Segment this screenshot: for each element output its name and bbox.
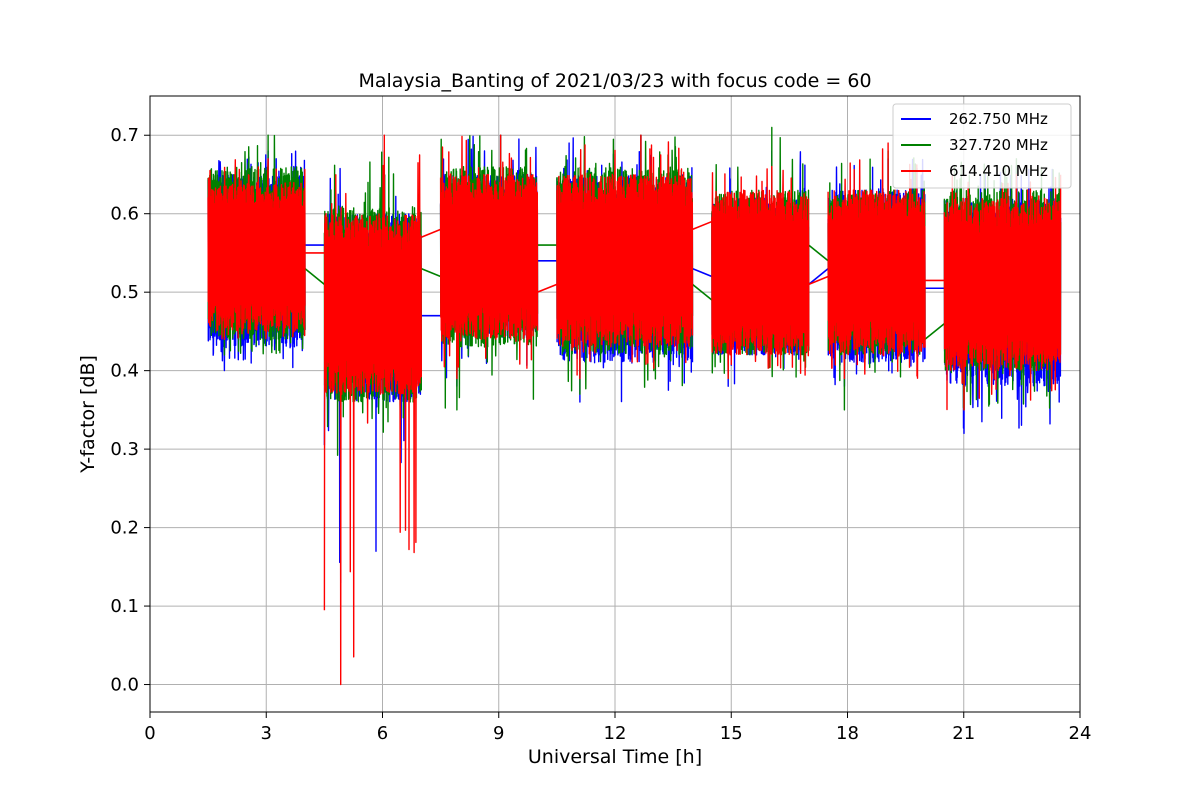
x-tick-label: 24 (1069, 723, 1092, 744)
x-axis-label: Universal Time [h] (528, 746, 702, 768)
legend: 262.750 MHz 327.720 MHz 614.410 MHz (892, 103, 1072, 189)
legend-label: 327.720 MHz (949, 136, 1048, 154)
series-gap-line (808, 244, 829, 262)
legend-label: 262.750 MHz (949, 110, 1048, 128)
series-gap-line (924, 322, 945, 340)
series-gap-line (808, 268, 829, 285)
series-gap-line (692, 267, 713, 278)
chart-title: Malaysia_Banting of 2021/03/23 with focu… (358, 70, 871, 92)
y-tick-label: 0.1 (110, 596, 139, 617)
series-gap-line (537, 283, 558, 293)
y-tick-label: 0.4 (110, 361, 139, 382)
series-gap-line (420, 267, 441, 278)
y-tick-label: 0.2 (110, 518, 139, 539)
series-line-segment (711, 165, 810, 380)
y-axis-label: Y-factor [dB] (77, 355, 99, 474)
series-gap-line (691, 283, 713, 301)
y-tick-label: 0.3 (110, 439, 139, 460)
series-line-segment (207, 158, 306, 340)
series-line-segment (439, 134, 539, 380)
y-tick-label: 0.6 (110, 204, 139, 225)
y-tick-label: 0.7 (110, 125, 139, 146)
series-line-segment (827, 142, 926, 380)
series-line-segment (943, 173, 1062, 411)
series-gap-line (692, 220, 713, 231)
data-layer (207, 126, 1062, 686)
x-tick-label: 0 (144, 723, 155, 744)
x-tick-label: 15 (720, 723, 743, 744)
series-gap-line (420, 228, 441, 238)
x-tick-label: 21 (952, 723, 975, 744)
y-tick-label: 0.0 (110, 675, 139, 696)
series-ff0000-group (207, 134, 1062, 686)
x-tick-label: 9 (493, 723, 504, 744)
legend-label: 614.410 MHz (949, 162, 1048, 180)
series-line-segment (323, 134, 422, 686)
x-tick-label: 6 (377, 723, 388, 744)
x-tick-label: 12 (604, 723, 627, 744)
series-gap-line (808, 275, 829, 286)
series-line-segment (556, 134, 694, 380)
legend-frame (892, 103, 1072, 189)
y-tick-label: 0.5 (110, 282, 139, 303)
x-tick-label: 18 (836, 723, 859, 744)
tick-layer: 0 3 6 9 12 15 18 21 24 0.0 0.1 0.2 0.3 0.4 0.5 0.6 0.7 (110, 125, 1091, 744)
x-tick-label: 3 (261, 723, 272, 744)
series-gap-line (304, 268, 325, 285)
